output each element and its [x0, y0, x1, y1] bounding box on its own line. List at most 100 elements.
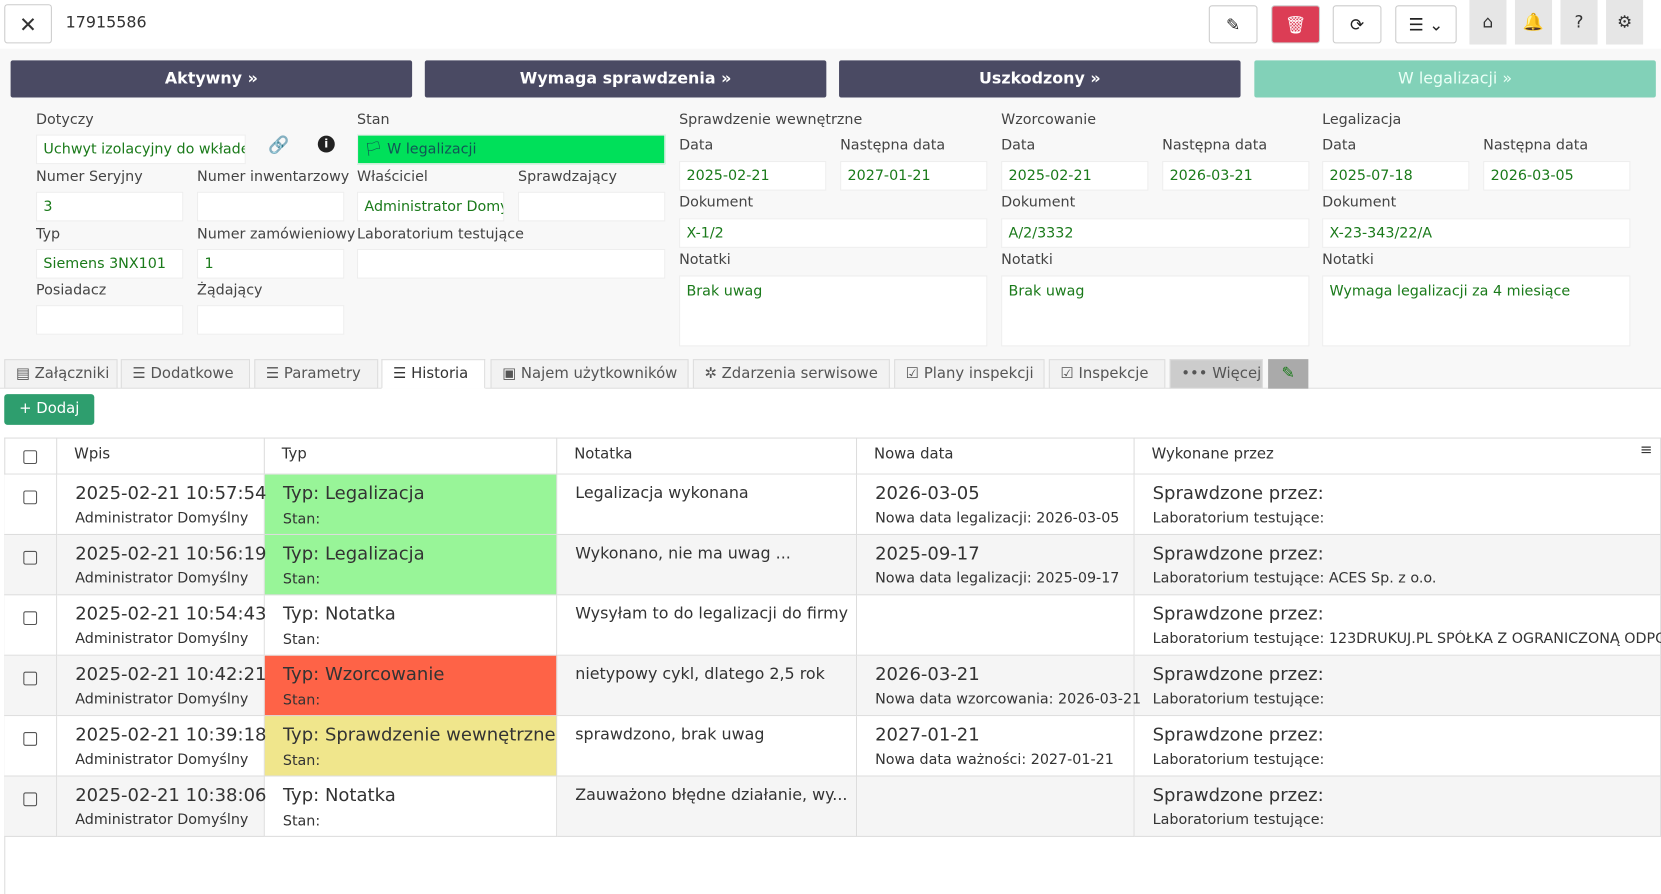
nav-icon[interactable]: 🔔	[1514, 0, 1553, 45]
header-cell: Typ	[264, 437, 558, 475]
tab[interactable]: ☰ Historia	[381, 359, 486, 389]
table-cell	[857, 716, 1135, 777]
performed-by: Sprawdzone przez:	[1152, 543, 1324, 565]
nav-icon[interactable]: ⌂	[1469, 0, 1507, 45]
nav-icon[interactable]: ?	[1560, 0, 1598, 45]
field-label: Następna data	[840, 136, 946, 154]
performed-detail: Laboratorium testujące:	[1152, 509, 1325, 527]
checkbox[interactable]	[23, 450, 38, 465]
entry-note: Legalizacja wykonana	[575, 483, 749, 503]
table-cell	[857, 655, 1135, 717]
status-button[interactable]: Wymaga sprawdzenia »	[424, 60, 827, 98]
new-date-note: Nowa data ważności: 2027-01-21	[875, 751, 1114, 769]
tab[interactable]: ▣ Najem użytkowników	[490, 359, 689, 389]
tab[interactable]: ✲ Zdarzenia serwisowe	[692, 359, 890, 389]
tab-label: Parametry	[283, 365, 361, 383]
toolbar-button[interactable]: ⟳	[1332, 5, 1382, 44]
tab-label: Dodatkowe	[150, 365, 234, 383]
performed-detail: Laboratorium testujące: ACES Sp. z o.o.	[1152, 569, 1437, 587]
tab-label: Najem użytkowników	[520, 365, 678, 383]
tab-label: Załączniki	[34, 365, 110, 383]
link-icon[interactable]: 🔗	[268, 134, 290, 155]
toolbar-button[interactable]: ☰ ⌄	[1395, 5, 1457, 44]
field-label: Dotyczy	[36, 111, 94, 129]
checkbox[interactable]	[23, 490, 38, 505]
status-label: Aktywny	[164, 68, 243, 88]
tab-label: Inspekcje	[1078, 365, 1149, 383]
tab[interactable]: ☑ Inspekcje	[1048, 359, 1166, 389]
checkbox[interactable]	[23, 671, 38, 686]
table-cell	[264, 716, 558, 777]
field-value: 2025-02-21	[1001, 161, 1149, 191]
status-button[interactable]: W legalizacji »	[1254, 60, 1656, 98]
table-cell	[557, 776, 858, 837]
checkbox[interactable]	[23, 611, 38, 626]
header-cell: Wykonane przez	[1134, 437, 1661, 475]
checkbox[interactable]	[23, 792, 38, 807]
field-value: 2025-02-21	[679, 161, 827, 191]
performed-by: Sprawdzone przez:	[1152, 483, 1324, 505]
tab[interactable]: ••• Więcej	[1169, 359, 1263, 389]
add-button[interactable]: + Dodaj	[4, 394, 95, 425]
entry-type: Typ: Legalizacja	[282, 483, 425, 505]
entry-user: Administrator Domyślny	[75, 751, 249, 769]
table-cell	[57, 474, 265, 535]
field-label: Data	[679, 136, 714, 154]
field-value: 1	[197, 248, 345, 279]
tab-edit[interactable]: ✎	[1268, 359, 1309, 389]
performed-detail: Laboratorium testujące:	[1152, 751, 1325, 769]
column-menu[interactable]: ≡	[1639, 441, 1653, 459]
field-label: Notatki	[1322, 251, 1374, 269]
info-icon[interactable]: i	[317, 135, 335, 153]
tab[interactable]: ▤ Załączniki	[4, 359, 118, 389]
entry-type: Typ: Notatka	[282, 603, 396, 626]
close-button[interactable]: ✕	[4, 4, 52, 44]
status-button[interactable]: Aktywny »	[10, 60, 413, 98]
table-cell	[557, 534, 858, 596]
status-button[interactable]: Uszkodzony »	[839, 60, 1241, 98]
field-value: Administrator Domy	[357, 191, 505, 222]
field-value: Uchwyt izolacyjny do wkładek	[36, 134, 246, 165]
field-value: A/2/3332	[1001, 218, 1310, 248]
checkbox[interactable]	[23, 550, 38, 565]
entry-status: Stan:	[282, 752, 321, 770]
toolbar-button[interactable]: ✎	[1208, 5, 1258, 44]
section-title: Wzorcowanie	[1001, 111, 1097, 129]
toolbar-button[interactable]: 🗑	[1271, 5, 1321, 44]
header-cell: Wpis	[57, 437, 265, 475]
status-label: Wymaga sprawdzenia	[519, 68, 716, 88]
entry-user: Administrator Domyślny	[75, 811, 249, 829]
table-cell	[857, 534, 1135, 596]
field-label: Notatki	[679, 251, 731, 269]
entry-type: Typ: Legalizacja	[282, 543, 425, 565]
field-value: 2026-03-21	[1162, 161, 1310, 191]
entry-date: 2025-02-21 10:38:06	[75, 785, 267, 807]
field-label: Data	[1322, 136, 1357, 154]
field-label: Laboratorium testujące	[357, 225, 524, 243]
tab-label: Zdarzenia serwisowe	[721, 365, 878, 383]
tab[interactable]: ☰ Parametry	[254, 359, 379, 389]
field-label: Dokument	[679, 193, 754, 211]
performed-detail: Laboratorium testujące:	[1152, 811, 1325, 829]
table-cell	[264, 595, 558, 656]
entry-date: 2025-02-21 10:54:43	[75, 603, 267, 626]
tab[interactable]: ☑ Plany inspekcji	[894, 359, 1045, 389]
table-cell	[4, 655, 58, 717]
field-value: Wymaga legalizacji za 4 miesiące	[1322, 275, 1631, 347]
field-label: Data	[1001, 136, 1036, 154]
tab[interactable]: ☰ Dodatkowe	[120, 359, 251, 389]
entry-status: Stan:	[282, 691, 321, 709]
performed-by: Sprawdzone przez:	[1152, 603, 1324, 626]
checkbox[interactable]	[23, 732, 38, 746]
field-value: 🏳 W legalizacji	[357, 134, 666, 165]
table-cell	[4, 595, 58, 656]
header-cell	[4, 437, 58, 475]
nav-icon[interactable]: ⚙	[1606, 0, 1644, 45]
table-cell	[57, 655, 265, 717]
table-cell	[57, 534, 265, 596]
table-cell	[4, 534, 58, 596]
table-cell	[1134, 655, 1661, 717]
new-date: 2027-01-21	[875, 724, 980, 746]
